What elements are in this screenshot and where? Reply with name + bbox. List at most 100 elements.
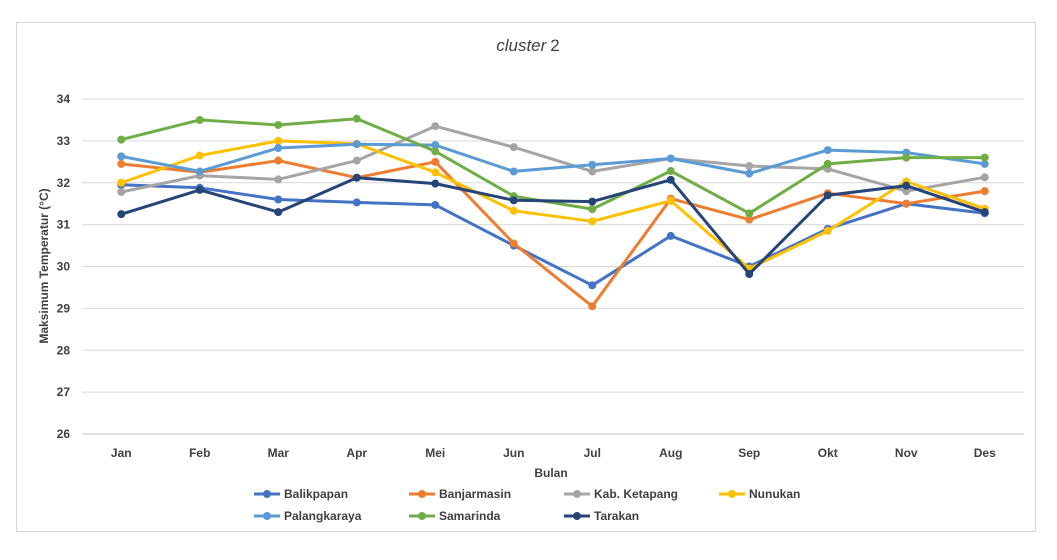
x-tick-label: Jun xyxy=(503,446,524,460)
data-point xyxy=(823,159,832,168)
legend-label: Kab. Ketapang xyxy=(594,487,678,501)
data-point xyxy=(902,199,911,208)
data-point xyxy=(431,141,440,150)
x-tick-label: Feb xyxy=(189,446,210,460)
legend-label: Tarakan xyxy=(594,509,639,523)
data-point xyxy=(745,162,754,170)
series-line xyxy=(120,124,986,194)
y-tick-label: 28 xyxy=(57,343,71,357)
legend-label: Nunukan xyxy=(749,487,800,501)
x-axis-label: Bulan xyxy=(534,466,567,480)
data-point xyxy=(117,210,126,219)
data-point xyxy=(588,160,597,169)
legend-label: Samarinda xyxy=(439,509,501,523)
data-point xyxy=(666,154,675,163)
data-point xyxy=(352,156,361,165)
x-tick-label: Sep xyxy=(738,446,760,460)
y-tick-label: 27 xyxy=(57,385,71,399)
series-line xyxy=(121,183,985,287)
data-point xyxy=(352,140,361,149)
data-point xyxy=(666,231,675,240)
data-point xyxy=(588,205,597,214)
plot-area: 26 27 28 29 30 31 32 33 34 Jan Feb Mar Apr Mei Jun Jul A… xyxy=(57,92,1024,460)
legend-item: Palangkaraya xyxy=(254,509,362,523)
legend-item: Nunukan xyxy=(719,487,800,501)
data-point xyxy=(195,185,204,194)
data-point xyxy=(195,115,204,124)
data-point xyxy=(195,167,204,176)
x-tick-label: Nov xyxy=(895,446,918,460)
chart-frame xyxy=(16,22,1036,532)
y-tick-label: 32 xyxy=(57,176,71,190)
data-point xyxy=(509,239,518,248)
series-tarakan xyxy=(117,173,989,279)
x-tick-label: Jul xyxy=(584,446,601,460)
data-point xyxy=(509,143,518,152)
data-point xyxy=(509,206,518,215)
series-banjarmasin xyxy=(117,156,989,311)
legend: Balikpapan Banjarmasin Kab. Ketapang Nunuka… xyxy=(254,487,800,523)
y-tick-label: 29 xyxy=(57,301,71,315)
data-point xyxy=(980,153,989,162)
legend-item: Samarinda xyxy=(409,509,501,523)
data-point xyxy=(117,159,126,168)
data-point xyxy=(666,196,675,205)
data-point xyxy=(902,153,911,162)
legend-marker xyxy=(418,490,426,498)
series-line xyxy=(120,139,986,271)
data-point xyxy=(274,143,283,152)
data-point xyxy=(431,168,440,177)
data-point xyxy=(431,122,440,131)
series-line xyxy=(120,117,985,215)
data-point xyxy=(980,159,989,168)
data-point xyxy=(117,135,126,144)
data-point xyxy=(352,198,361,207)
y-tick-label: 31 xyxy=(57,218,71,232)
data-point xyxy=(274,175,283,184)
legend-item: Tarakan xyxy=(564,509,639,523)
x-tick-label: Mei xyxy=(425,446,445,460)
data-point xyxy=(274,120,283,129)
data-point xyxy=(666,167,675,176)
data-point xyxy=(980,173,989,182)
data-point xyxy=(431,179,440,188)
x-tick-label: Des xyxy=(974,446,996,460)
legend-marker xyxy=(573,512,581,520)
legend-label: Balikpapan xyxy=(284,487,348,501)
data-point xyxy=(823,226,832,235)
data-point xyxy=(745,169,754,178)
legend-item: Banjarmasin xyxy=(409,487,511,501)
data-point xyxy=(666,175,675,184)
data-point xyxy=(431,200,440,209)
data-point xyxy=(588,217,597,226)
data-point xyxy=(274,195,283,204)
legend-label: Banjarmasin xyxy=(439,487,511,501)
chart-title: cluster 2 xyxy=(496,36,560,55)
legend-marker xyxy=(263,490,271,498)
chart-title-number: 2 xyxy=(550,36,559,55)
data-point xyxy=(509,167,518,176)
chart-title-italic: cluster xyxy=(496,36,547,55)
series-kab-ketapang xyxy=(117,122,989,196)
legend-label: Palangkaraya xyxy=(284,509,362,523)
data-point xyxy=(745,215,754,224)
legend-marker xyxy=(263,512,271,520)
data-point xyxy=(980,208,989,217)
data-point xyxy=(274,208,283,217)
data-point xyxy=(902,181,911,190)
legend-marker xyxy=(418,512,426,520)
y-axis-label: Maksimum Temperatur (°C) xyxy=(37,188,51,343)
data-point xyxy=(352,173,361,182)
y-tick-label: 26 xyxy=(57,427,71,441)
data-point xyxy=(509,196,518,205)
data-point xyxy=(117,187,126,196)
y-tick-label: 30 xyxy=(57,260,71,274)
data-point xyxy=(745,209,754,218)
x-tick-label: Aug xyxy=(659,446,682,460)
data-point xyxy=(117,152,126,161)
data-point xyxy=(352,114,361,123)
data-point xyxy=(823,146,832,155)
x-tick-label: Okt xyxy=(818,446,838,460)
series-line xyxy=(121,142,986,175)
